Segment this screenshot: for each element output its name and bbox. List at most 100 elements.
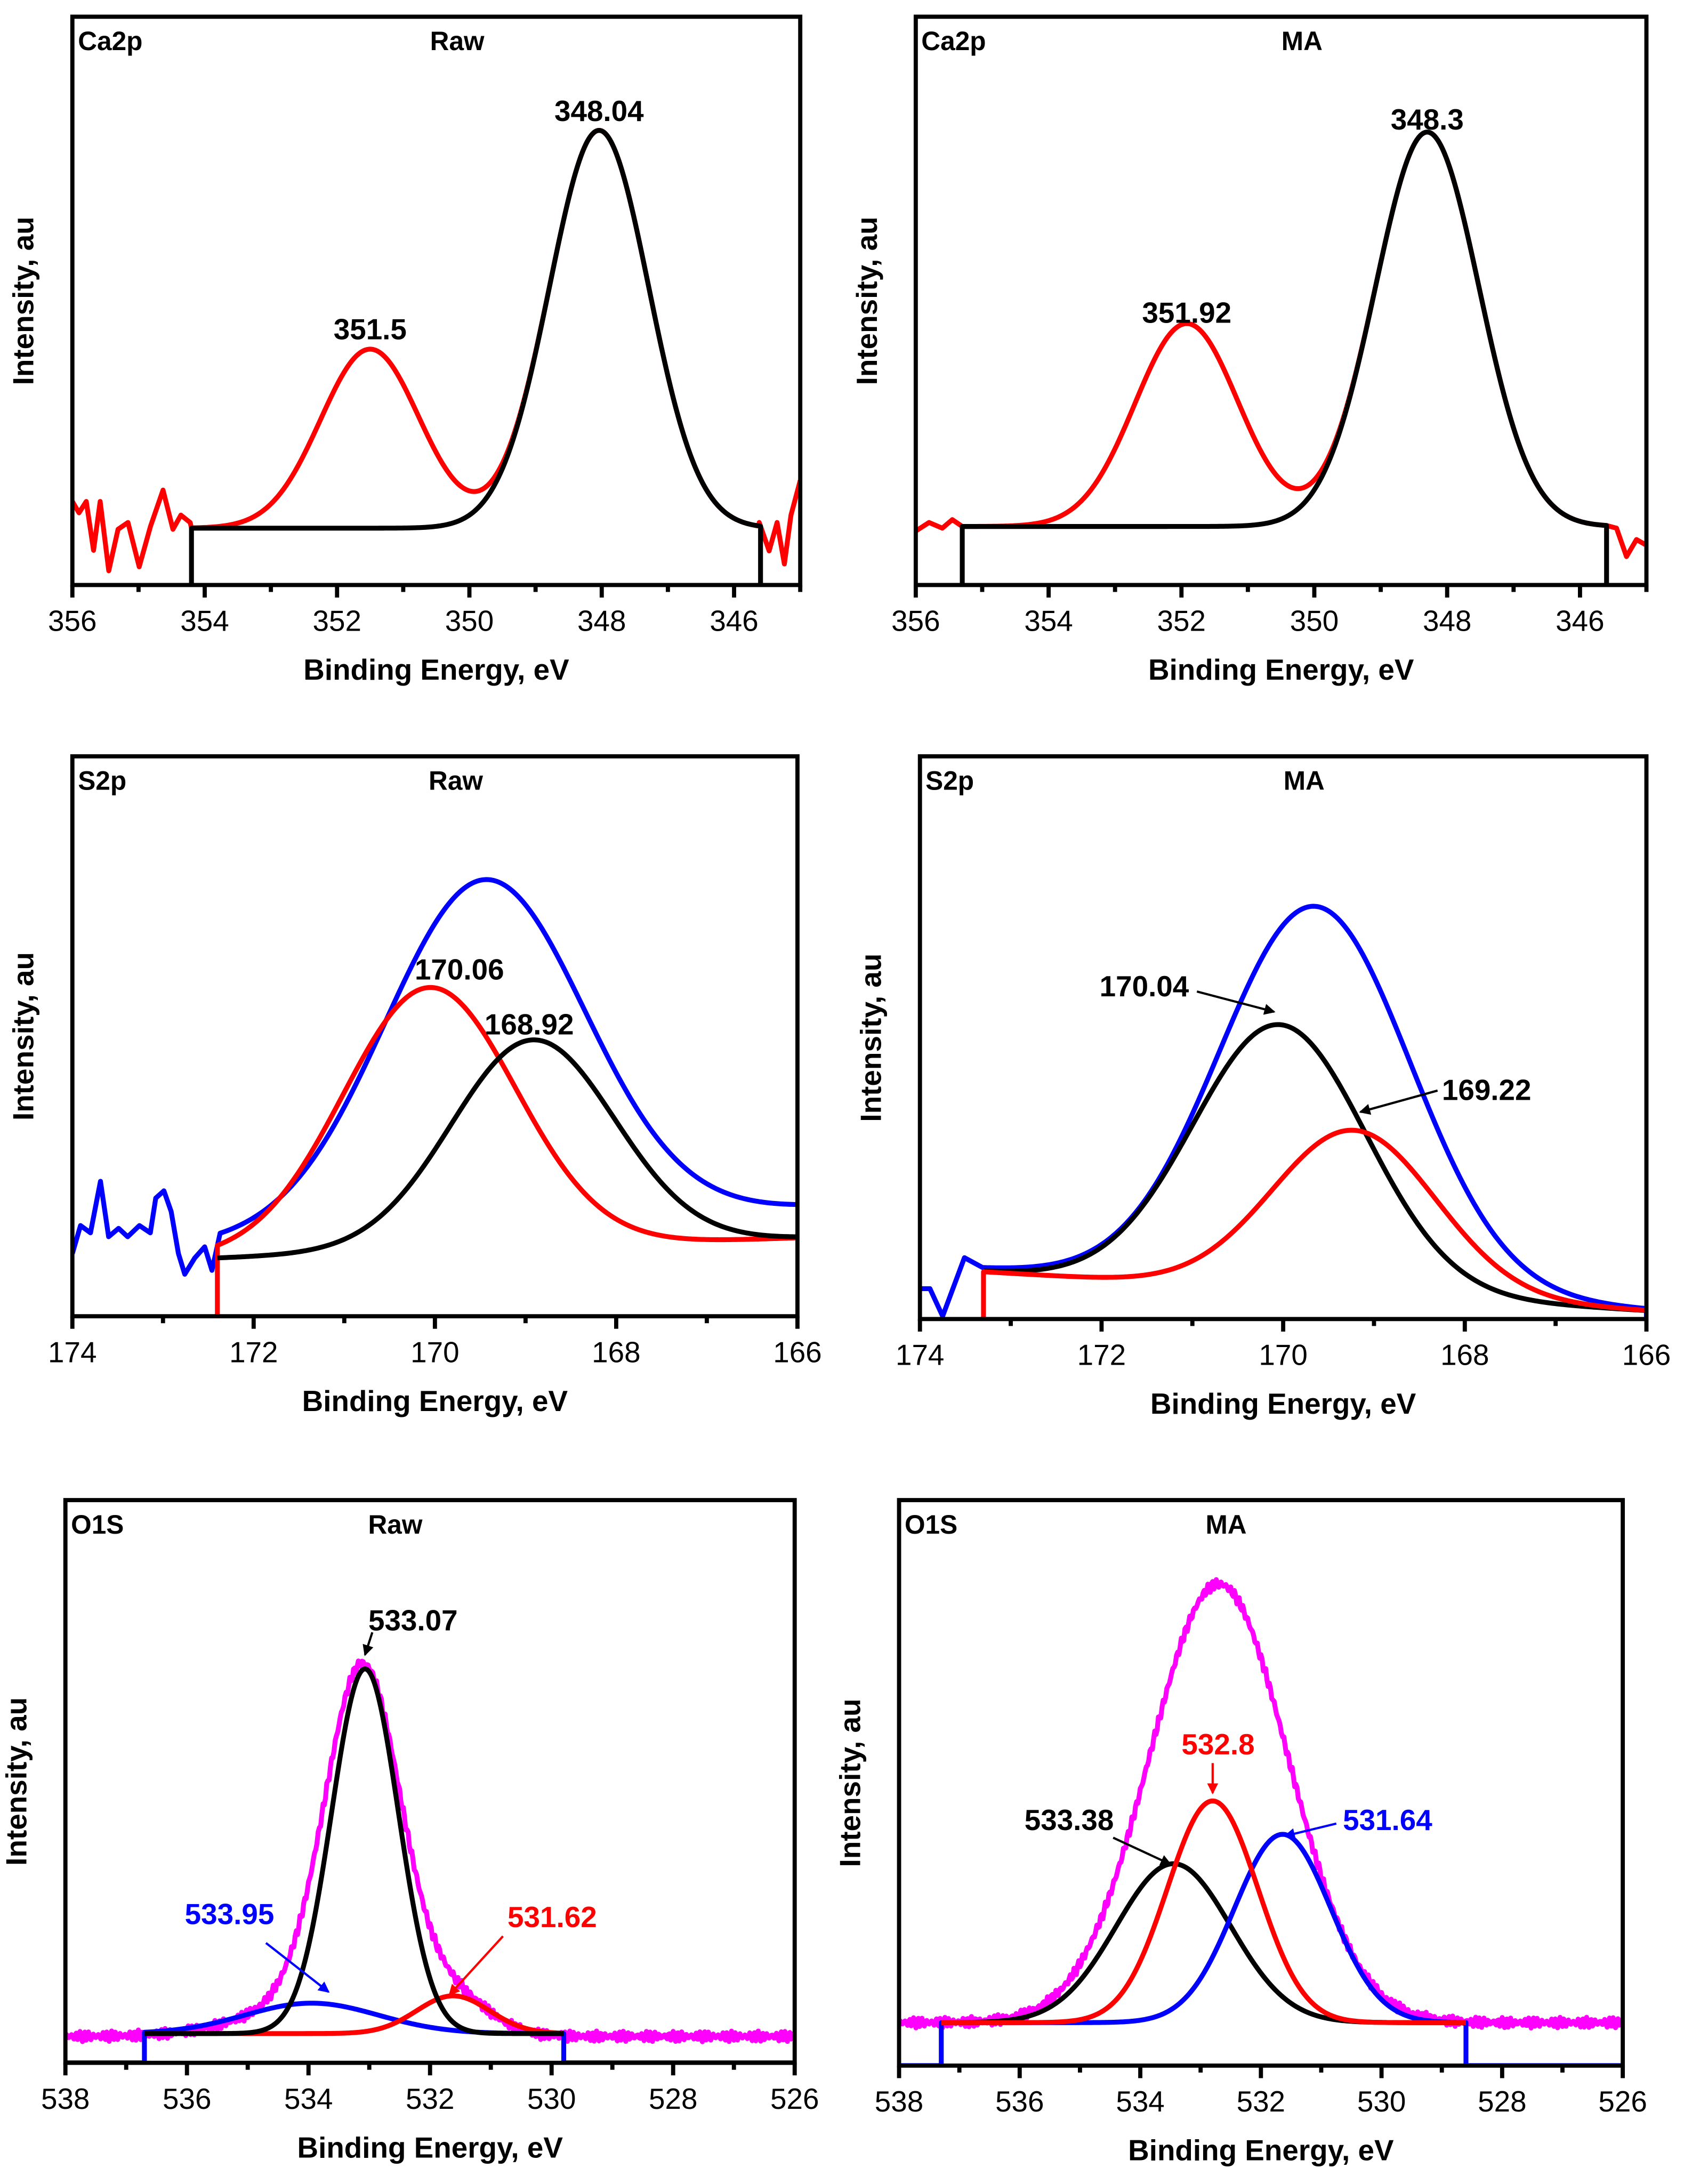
x-tick-label: 350	[445, 605, 494, 638]
sample-label: MA	[1284, 765, 1325, 795]
panel-o1s-ma: 538 536 534 532 530 528 526 Binding Energy, eV I…	[833, 1498, 1647, 2167]
peak-arrow-icon	[1196, 990, 1276, 1015]
plot-frame	[913, 14, 1649, 587]
sample-label: MA	[1206, 1510, 1247, 1540]
plot-frame	[70, 14, 803, 587]
x-tick-label: 526	[770, 2082, 819, 2115]
series-line-envelope	[920, 904, 1647, 1319]
series-line-background-component	[960, 130, 1609, 585]
peak-label: 531.62	[507, 1900, 597, 1933]
y-axis-label: Intensity, au	[7, 216, 40, 385]
x-tick-label: 170	[1259, 1339, 1307, 1372]
y-axis-label: Intensity, au	[0, 1697, 33, 1866]
x-tick-label: 348	[1423, 605, 1471, 638]
x-tick-label: 166	[773, 1335, 821, 1368]
sample-label: MA	[1282, 26, 1323, 56]
x-tick-label: 532	[406, 2082, 454, 2115]
x-tick-label: 170	[410, 1335, 459, 1368]
plot-frame	[917, 754, 1649, 1321]
x-axis-label: Binding Energy, eV	[302, 1384, 568, 1417]
peak-label: 169.22	[1442, 1073, 1532, 1106]
sample-label: Raw	[368, 1510, 422, 1540]
element-label: S2p	[925, 765, 974, 795]
peak-label: 170.06	[415, 953, 504, 986]
x-tick-label: 356	[891, 605, 940, 638]
x-tick-label: 174	[896, 1339, 944, 1372]
x-tick-label: 528	[1478, 2085, 1526, 2118]
peak-label: 532.8	[1181, 1728, 1254, 1761]
x-tick-label: 536	[163, 2082, 211, 2115]
peak-label: 168.92	[485, 1008, 574, 1041]
element-label: S2p	[78, 765, 126, 795]
sample-label: Raw	[429, 765, 483, 795]
series-line-envelope	[72, 127, 801, 574]
x-tick-label: 530	[1357, 2085, 1406, 2118]
element-label: Ca2p	[921, 26, 986, 56]
element-label: O1S	[905, 1510, 957, 1540]
series-line-background-component	[189, 127, 763, 585]
x-tick-label: 172	[1077, 1339, 1126, 1372]
series-line-component-533-07	[143, 1666, 565, 2036]
series-line-envelope	[915, 130, 1647, 559]
x-tick-label: 538	[875, 2085, 923, 2118]
x-tick-label: 534	[284, 2082, 333, 2115]
series-line-envelope	[72, 877, 797, 1277]
x-tick-label: 532	[1237, 2085, 1285, 2118]
peak-label: 533.07	[368, 1604, 458, 1637]
x-tick-label: 528	[649, 2082, 697, 2115]
panel-ca2p-ma: 356 354 352 350 348 346 Binding Energy, eV Inte…	[850, 14, 1649, 686]
x-axis-label: Binding Energy, eV	[1148, 653, 1414, 686]
peak-label: 348.04	[554, 94, 644, 127]
panel-s2p-raw: 174 172 170 168 166 Binding Energy, eV Intensi…	[7, 754, 822, 1417]
x-axis-label: Binding Energy, eV	[303, 653, 569, 686]
x-tick-label: 354	[1024, 605, 1073, 638]
peak-arrow-icon	[448, 1935, 504, 1996]
x-tick-label: 168	[1440, 1339, 1489, 1372]
x-tick-label: 352	[1157, 605, 1206, 638]
x-tick-label: 168	[592, 1335, 640, 1368]
x-tick-label: 352	[313, 605, 361, 638]
x-tick-label: 350	[1290, 605, 1339, 638]
series-line-component-531-64	[899, 1832, 1623, 2066]
y-axis-label: Intensity, au	[7, 952, 40, 1121]
peak-label: 351.5	[334, 312, 407, 345]
peak-arrow-icon	[1113, 1836, 1172, 1866]
series-line-component-170-06	[215, 985, 797, 1317]
panel-s2p-ma: 174 172 170 168 166 Binding Energy, eV Intensi…	[855, 754, 1671, 1420]
panel-ca2p-raw: 356 354 352 350 348 346 Binding Energy, eV Inte…	[7, 14, 803, 686]
y-axis-label: Intensity, au	[855, 954, 888, 1122]
x-tick-label: 536	[995, 2085, 1044, 2118]
x-tick-label: 166	[1622, 1339, 1671, 1372]
x-tick-label: 538	[41, 2082, 90, 2115]
panel-o1s-raw: 538 536 534 532 530 528 526 Binding Energy, eV I…	[0, 1498, 819, 2164]
series-line-component-169-22	[981, 1127, 1647, 1319]
x-tick-label: 534	[1116, 2085, 1164, 2118]
plot-frame	[897, 1498, 1625, 2068]
y-axis-label: Intensity, au	[833, 1699, 866, 1867]
series-line-envelope	[65, 1658, 795, 2044]
peak-label: 533.95	[185, 1898, 275, 1931]
series-line-component-170-04	[982, 1022, 1647, 1313]
series-line-component-168-92	[216, 1037, 797, 1261]
x-tick-label: 356	[48, 605, 96, 638]
peak-label: 531.64	[1343, 1803, 1432, 1836]
peak-arrow-icon	[362, 1632, 374, 1656]
element-label: Ca2p	[78, 26, 142, 56]
x-tick-label: 346	[1556, 605, 1604, 638]
element-label: O1S	[71, 1510, 124, 1540]
x-tick-label: 174	[48, 1335, 96, 1368]
x-tick-label: 348	[577, 605, 626, 638]
peak-label: 170.04	[1100, 970, 1189, 1003]
x-tick-label: 172	[229, 1335, 278, 1368]
x-tick-label: 530	[527, 2082, 576, 2115]
x-tick-label: 526	[1598, 2085, 1647, 2118]
x-tick-label: 354	[180, 605, 229, 638]
peak-label: 351.92	[1142, 296, 1231, 329]
peak-arrow-icon	[1284, 1822, 1337, 1840]
peak-label: 348.3	[1391, 103, 1464, 136]
series-line-envelope	[899, 1577, 1623, 2030]
x-axis-label: Binding Energy, eV	[297, 2131, 563, 2164]
peak-arrow-icon	[265, 1942, 330, 1993]
x-axis-label: Binding Energy, eV	[1150, 1387, 1416, 1420]
